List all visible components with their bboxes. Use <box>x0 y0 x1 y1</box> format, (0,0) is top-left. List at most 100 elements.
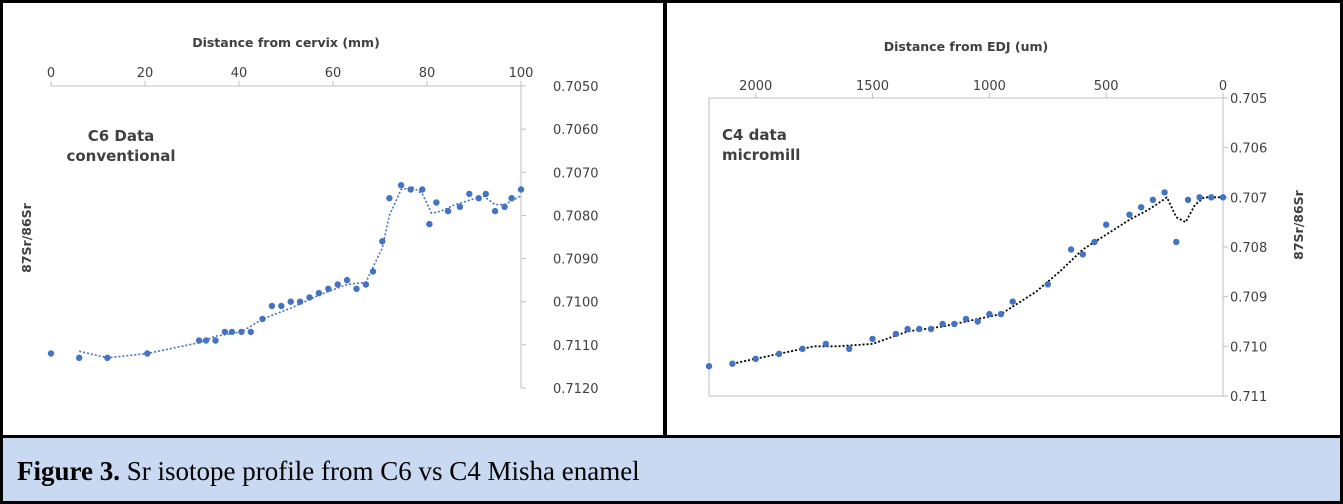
data-point <box>315 289 323 297</box>
data-point <box>1079 251 1086 258</box>
data-point <box>475 195 482 202</box>
data-point <box>212 337 219 344</box>
data-point <box>76 354 83 361</box>
data-point <box>379 238 386 245</box>
trendline <box>732 196 1223 365</box>
data-point <box>1196 194 1203 201</box>
data-point <box>426 220 433 228</box>
x-tick-label: 1500 <box>856 79 889 94</box>
data-point <box>1184 196 1192 203</box>
data-point <box>397 182 405 189</box>
data-point <box>1138 204 1145 211</box>
data-point <box>904 325 911 333</box>
x-tick-label: 0 <box>1219 79 1227 94</box>
x-tick-label: 0 <box>47 66 55 81</box>
data-point <box>916 325 923 333</box>
x-tick-label: 1000 <box>973 79 1006 94</box>
chart-panel-c6: 0 20 40 60 80 100 0.7050 0.7060 0.7070 0.7080 0.70… <box>3 3 663 433</box>
y-tick-label: 0.7120 <box>553 382 599 397</box>
data-point <box>775 350 783 357</box>
chart-panel-c4: 2000 1500 1000 500 0 0.705 0.706 0.707 0.708 0.70… <box>667 3 1340 433</box>
data-point <box>1103 221 1110 228</box>
data-point <box>1219 194 1227 201</box>
caption-body: Sr isotope profile from C6 vs C4 Misha e… <box>120 456 640 486</box>
y-tick-label: 0.705 <box>1230 92 1267 107</box>
data-point <box>962 315 970 323</box>
data-point <box>419 186 426 193</box>
data-point <box>1044 281 1051 288</box>
data-point <box>822 340 829 348</box>
data-point <box>278 302 285 310</box>
x-tick-label: 20 <box>137 66 154 81</box>
y-axis-title: 87Sr/86Sr <box>1291 189 1306 260</box>
data-point <box>1208 194 1215 201</box>
data-point <box>386 195 393 202</box>
data-point <box>343 276 351 284</box>
data-point <box>1091 238 1098 246</box>
y-tick-label: 0.7090 <box>553 253 599 268</box>
data-point <box>407 186 414 193</box>
data-point <box>247 328 254 336</box>
data-point <box>353 285 360 292</box>
data-point <box>892 330 900 338</box>
data-point <box>1161 189 1168 196</box>
y-tick-label: 0.7050 <box>553 80 599 95</box>
chart-annotation: micromill <box>722 146 800 164</box>
y-tick-label: 0.710 <box>1230 340 1267 355</box>
x-tick-label: 60 <box>325 66 342 81</box>
y-tick-label: 0.707 <box>1230 191 1267 206</box>
figure-caption: Figure 3. Sr isotope profile from C6 vs … <box>3 435 1340 501</box>
chart-c4: 2000 1500 1000 500 00.705 0.706 0.707 0.708 0.70… <box>705 39 1306 405</box>
data-point <box>369 268 377 275</box>
data-point <box>456 203 464 210</box>
x-axis-title: Distance from EDJ (um) <box>884 39 1048 54</box>
data-point <box>221 328 229 336</box>
data-point <box>501 203 508 210</box>
y-tick-label: 0.708 <box>1230 241 1267 256</box>
caption-text: Figure 3. Sr isotope profile from C6 vs … <box>17 456 640 487</box>
y-tick-label: 0.709 <box>1230 291 1267 306</box>
trendline <box>79 186 522 359</box>
chart-c6: 0 20 40 60 80 100 0.7050 0.7060 0.7070 0.7080 0.70… <box>19 35 599 397</box>
data-point <box>334 281 341 288</box>
y-tick-label: 0.7100 <box>553 296 599 311</box>
data-point <box>259 315 266 323</box>
data-point <box>287 298 294 305</box>
y-tick-label: 0.7070 <box>553 166 599 181</box>
data-point <box>466 190 473 198</box>
data-point <box>974 318 981 325</box>
data-point <box>268 302 276 310</box>
y-tick-label: 0.706 <box>1230 142 1267 157</box>
data-point <box>202 337 210 344</box>
data-point <box>482 190 489 198</box>
y-tick-label: 0.7060 <box>553 123 599 138</box>
x-tick-label: 500 <box>1094 79 1119 94</box>
data-point <box>444 207 452 215</box>
x-tick-label: 40 <box>231 66 248 81</box>
data-point <box>752 355 759 362</box>
data-point <box>869 335 876 343</box>
data-point <box>47 350 55 357</box>
data-point <box>729 360 736 367</box>
data-point <box>986 310 993 318</box>
caption-label: Figure 3. <box>17 456 120 486</box>
data-point <box>705 363 713 370</box>
x-tick-label: 80 <box>419 66 436 81</box>
data-point <box>508 195 515 202</box>
data-point <box>144 350 151 357</box>
data-point <box>362 281 370 288</box>
data-point <box>228 328 236 336</box>
data-point <box>306 294 313 301</box>
chart-annotation: C4 data <box>722 126 787 144</box>
x-tick-label: 2000 <box>739 79 772 94</box>
data-point <box>1173 238 1180 246</box>
data-point <box>1149 196 1157 203</box>
data-point <box>491 207 499 215</box>
data-point <box>1009 298 1016 305</box>
data-point <box>951 320 958 328</box>
data-point <box>846 345 853 352</box>
data-point <box>927 325 935 333</box>
data-point <box>195 337 203 344</box>
panel-divider <box>663 3 667 435</box>
